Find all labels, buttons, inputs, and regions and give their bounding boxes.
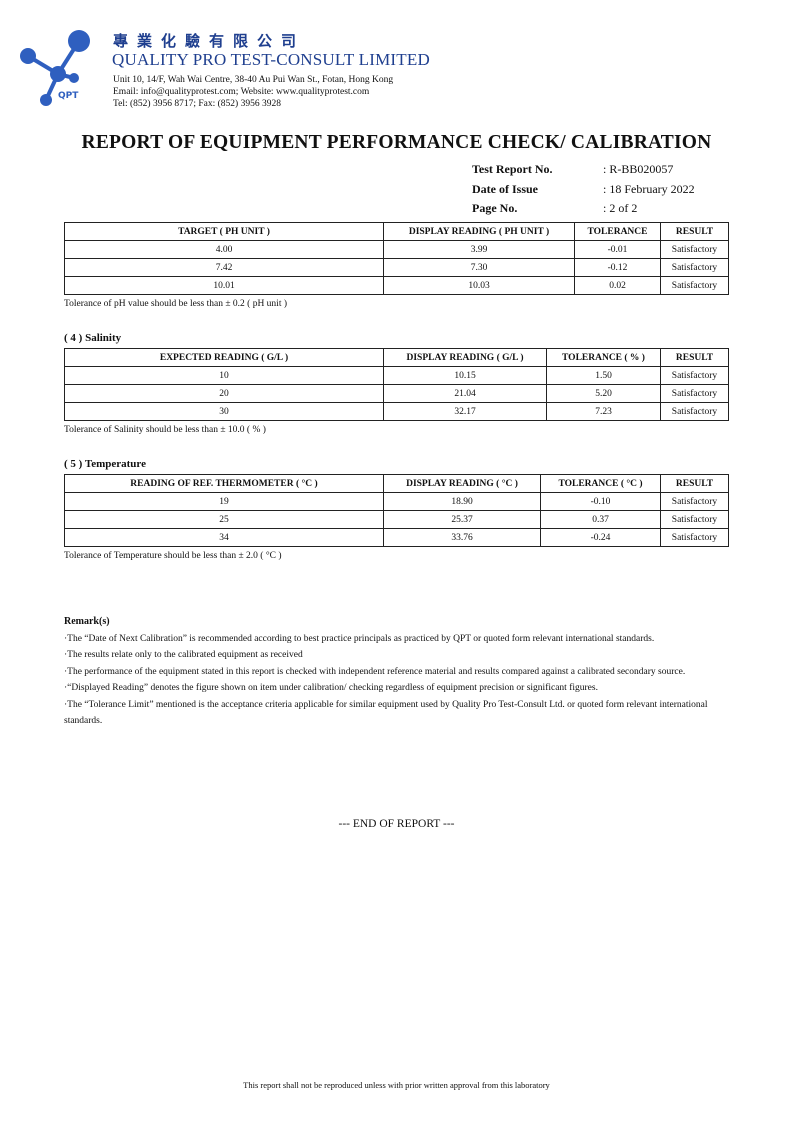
column-header: DISPLAY READING ( °C ) [383,474,541,493]
remark-item: ·The results relate only to the calibrat… [64,650,303,660]
column-header: DISPLAY READING ( G/L ) [383,348,547,367]
table-cell: 7.42 [64,258,384,277]
meta-page: Page No.: 2 of 2 [472,201,638,215]
remarks: Remark(s) ·The “Date of Next Calibration… [64,614,744,730]
column-header: TOLERANCE ( °C ) [540,474,661,493]
table-cell: Satisfactory [660,240,729,259]
report-meta: Test Report No.: R-BB020057 Date of Issu… [472,160,695,219]
table-row: 30 32.17 7.23 Satisfactory [64,402,729,421]
address: Unit 10, 14/F, Wah Wai Centre, 38-40 Au … [113,75,394,85]
table-cell: -0.24 [540,528,661,547]
table-row: 20 21.04 5.20 Satisfactory [64,384,729,403]
company-contact: Unit 10, 14/F, Wah Wai Centre, 38-40 Au … [113,74,393,110]
table-row: 34 33.76 -0.24 Satisfactory [64,528,729,547]
remark-item: ·The “Tolerance Limit” mentioned is the … [64,699,708,727]
table-cell: 10.03 [383,276,575,295]
table-cell: Satisfactory [660,528,729,547]
remark-item: ·The performance of the equipment stated… [64,666,686,677]
table-cell: Satisfactory [660,510,729,529]
table-cell: Satisfactory [660,258,729,277]
table-cell: -0.10 [540,492,661,511]
table-cell: 10.15 [383,366,547,385]
table-cell: 30 [64,402,384,421]
table-cell: 18.90 [383,492,541,511]
table-cell: Satisfactory [660,366,729,385]
column-header: TARGET ( PH UNIT ) [64,222,384,241]
salinity-heading: ( 4 ) Salinity [64,332,122,344]
temperature-tolerance-note: Tolerance of Temperature should be less … [64,551,282,561]
column-header: RESULT [660,222,729,241]
company-name: QUALITY PRO TEST-CONSULT LIMITED [112,50,430,69]
table-row: 7.42 7.30 -0.12 Satisfactory [64,258,729,277]
email-website: Email: info@qualityprotest.com; Website:… [113,87,370,97]
table-cell: 1.50 [546,366,661,385]
salinity-tolerance-note: Tolerance of Salinity should be less tha… [64,425,266,435]
meta-report-no: Test Report No.: R-BB020057 [472,162,674,176]
table-cell: Satisfactory [660,492,729,511]
table-cell: 21.04 [383,384,547,403]
column-header: RESULT [660,348,729,367]
table-cell: -0.01 [574,240,661,259]
remark-item: ·The “Date of Next Calibration” is recom… [64,633,655,644]
column-header: TOLERANCE ( % ) [546,348,661,367]
table-cell: Satisfactory [660,402,729,421]
table-cell: 3.99 [383,240,575,259]
remarks-title: Remark(s) [64,616,110,627]
footer-note: This report shall not be reproduced unle… [243,1080,550,1090]
column-header: READING OF REF. THERMOMETER ( °C ) [64,474,384,493]
table-cell: 4.00 [64,240,384,259]
table-cell: 7.30 [383,258,575,277]
table-cell: Satisfactory [660,384,729,403]
table-cell: 0.02 [574,276,661,295]
svg-text:QPT: QPT [58,91,79,101]
table-cell: 5.20 [546,384,661,403]
table-cell: 25 [64,510,384,529]
column-header: DISPLAY READING ( PH UNIT ) [383,222,575,241]
salinity-table: EXPECTED READING ( G/L ) DISPLAY READING … [64,348,729,421]
remark-item: ·“Displayed Reading” denotes the figure … [64,683,598,693]
table-row: 10.01 10.03 0.02 Satisfactory [64,276,729,295]
table-cell: -0.12 [574,258,661,277]
table-row: 4.00 3.99 -0.01 Satisfactory [64,240,729,259]
company-logo: QPT [20,30,90,106]
phone-fax: Tel: (852) 3956 8717; Fax: (852) 3956 39… [113,99,281,109]
meta-date: Date of Issue: 18 February 2022 [472,181,695,196]
ph-table: TARGET ( PH UNIT ) DISPLAY READING ( PH U… [64,222,729,295]
end-of-report: --- END OF REPORT --- [338,818,455,830]
table-header-row: READING OF REF. THERMOMETER ( °C ) DISPLA… [64,474,729,493]
column-header: RESULT [660,474,729,493]
table-row: 10 10.15 1.50 Satisfactory [64,366,729,385]
column-header: EXPECTED READING ( G/L ) [64,348,384,367]
table-header-row: TARGET ( PH UNIT ) DISPLAY READING ( PH U… [64,222,729,241]
table-header-row: EXPECTED READING ( G/L ) DISPLAY READING … [64,348,729,367]
table-row: 19 18.90 -0.10 Satisfactory [64,492,729,511]
table-cell: 32.17 [383,402,547,421]
table-cell: 19 [64,492,384,511]
table-cell: 33.76 [383,528,541,547]
table-cell: 0.37 [540,510,661,529]
company-chinese-name: 專業化驗有限公司 [113,34,306,50]
temperature-table: READING OF REF. THERMOMETER ( °C ) DISPLA… [64,474,729,547]
ph-tolerance-note: Tolerance of pH value should be less tha… [64,299,287,309]
table-cell: 10 [64,366,384,385]
table-cell: 20 [64,384,384,403]
table-cell: Satisfactory [660,276,729,295]
report-title: REPORT OF EQUIPMENT PERFORMANCE CHECK/ C… [81,132,712,153]
table-row: 25 25.37 0.37 Satisfactory [64,510,729,529]
table-cell: 10.01 [64,276,384,295]
table-cell: 7.23 [546,402,661,421]
table-cell: 25.37 [383,510,541,529]
table-cell: 34 [64,528,384,547]
column-header: TOLERANCE [574,222,661,241]
temperature-heading: ( 5 ) Temperature [64,458,146,470]
